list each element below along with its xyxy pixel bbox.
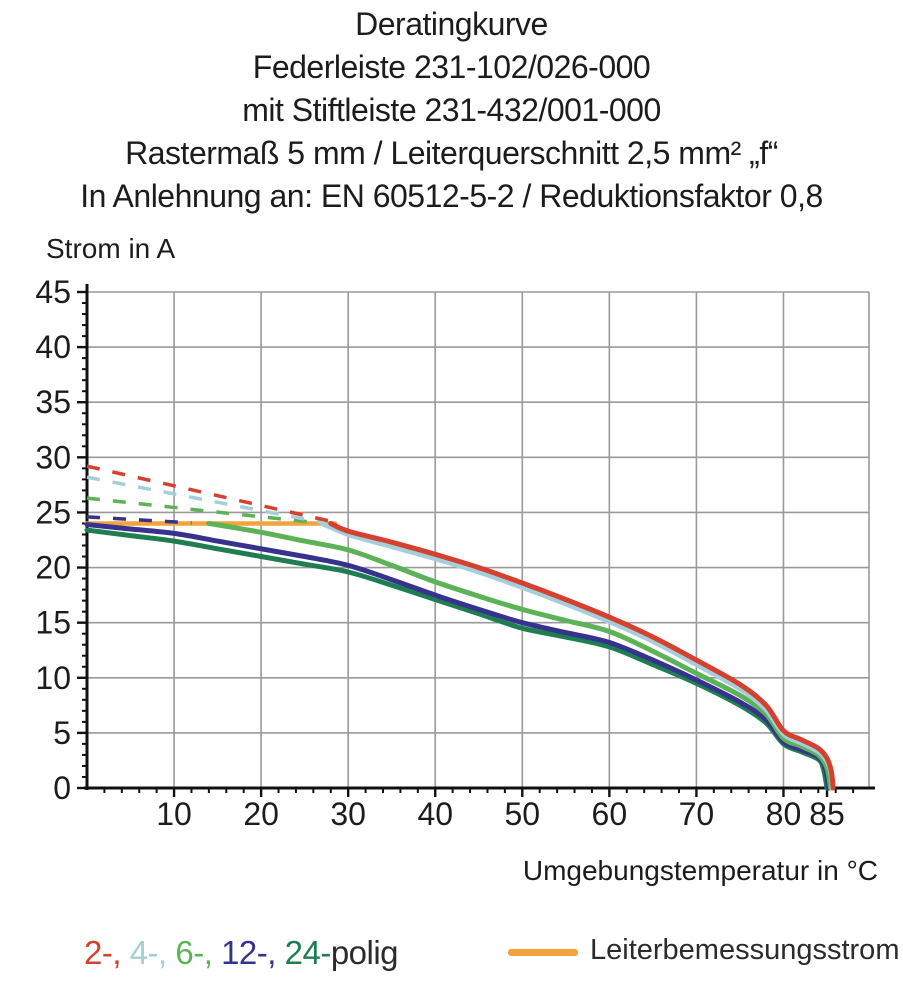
curve-6-polig-ungekappt-gestrichelt: [86, 496, 314, 525]
x-axis-title: Umgebungstemperatur in °C: [522, 855, 878, 886]
rated-current-line-swatch: [508, 949, 578, 956]
x-tick-label: 70: [679, 796, 715, 832]
curve-12-polig: [84, 522, 832, 791]
title-line-4: Rastermaß 5 mm / Leiterquerschnitt 2,5 m…: [125, 135, 778, 171]
y-axis-title: Strom in A: [46, 233, 176, 264]
y-tick-label: 25: [35, 494, 71, 530]
title-line-2: Federleiste 231-102/026-000: [252, 49, 651, 85]
x-tick-label: 40: [417, 796, 453, 832]
chart-title-block: Deratingkurve Federleiste 231-102/026-00…: [0, 3, 903, 218]
x-tick-label: 30: [330, 796, 366, 832]
curve-12-polig-ungekappt-gestrichelt: [86, 515, 192, 525]
y-tick-label: 30: [35, 439, 71, 475]
poles-legend-part: 6-,: [175, 934, 222, 971]
y-tick-label: 20: [35, 550, 71, 586]
poles-legend-part: 4-,: [129, 934, 176, 971]
curve-24-polig: [84, 527, 830, 791]
y-tick-label: 45: [35, 274, 71, 310]
title-line-1: Deratingkurve: [355, 6, 548, 42]
curve-2-polig: [328, 520, 836, 791]
poles-legend: 2-, 4-, 6-, 12-, 24-polig: [84, 934, 399, 972]
title-line-5: In Anlehnung an: EN 60512-5-2 / Reduktio…: [80, 178, 823, 214]
y-tick-label: 5: [53, 715, 71, 751]
x-tick-label: 60: [592, 796, 628, 832]
y-tick-label: 15: [35, 605, 71, 641]
x-tick-label: 20: [243, 796, 279, 832]
x-tick-label: 10: [156, 796, 192, 832]
curve-4-polig-ungekappt-gestrichelt: [86, 475, 323, 525]
x-tick-label: 85: [809, 796, 845, 832]
poles-legend-part: 24-: [284, 934, 332, 971]
x-tick-label: 50: [504, 796, 540, 832]
poles-legend-part: 2-,: [84, 934, 130, 971]
poles-legend-part: 12-,: [221, 934, 285, 971]
y-tick-label: 40: [35, 329, 71, 365]
y-tick-label: 10: [35, 660, 71, 696]
title-line-3: mit Stiftleiste 231-432/001-000: [242, 92, 661, 128]
rated-current-legend-label: Leiterbemessungsstrom: [590, 934, 900, 966]
curve-6-polig: [206, 520, 833, 791]
rated-current-legend: Leiterbemessungsstrom: [508, 934, 899, 967]
y-tick-label: 35: [35, 384, 71, 420]
x-tick-label: 80: [766, 796, 802, 832]
y-tick-label: 0: [53, 770, 71, 806]
poles-legend-part: polig: [330, 934, 399, 971]
curve-4-polig: [319, 520, 835, 791]
curve-2-polig-ungekappt-gestrichelt: [86, 464, 332, 523]
